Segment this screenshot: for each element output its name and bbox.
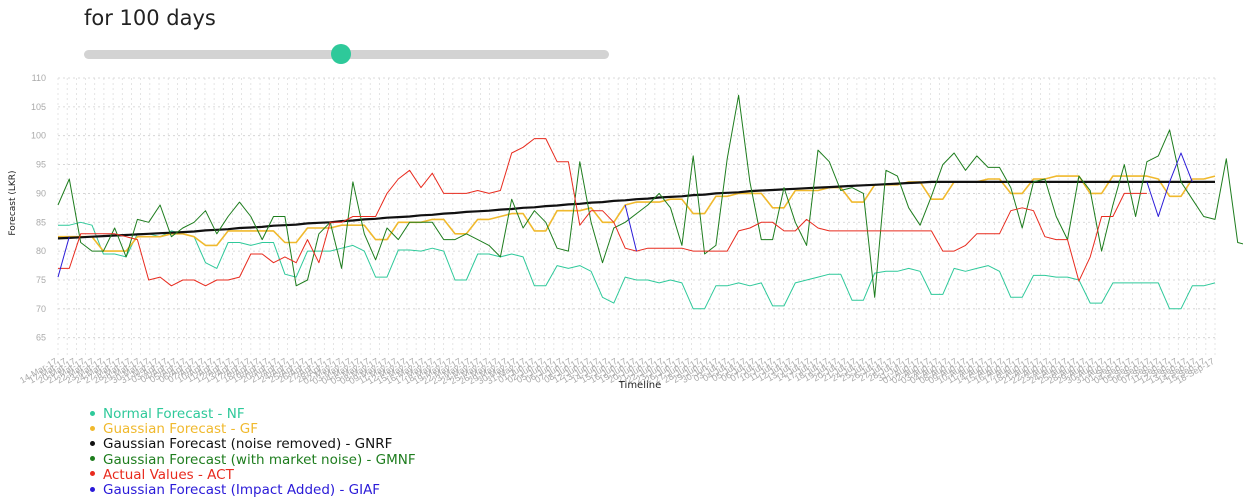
- legend-item[interactable]: Gaussian Forecast (noise removed) - GNRF: [90, 437, 416, 452]
- legend-item[interactable]: Normal Forecast - NF: [90, 406, 416, 422]
- legend-dot-icon: [90, 456, 95, 462]
- x-axis: 14-Mar-1717-Mar-1720-Mar-1721-Mar-1722-M…: [18, 356, 1216, 386]
- series-line-1: [58, 221, 1216, 310]
- y-tick-label: 90: [36, 188, 46, 198]
- y-tick-label: 65: [36, 333, 46, 343]
- series-line-6: [1146, 152, 1193, 217]
- y-axis: 65 70 75 80 85 90 95 100 105 110: [31, 73, 46, 343]
- y-tick-label: 105: [31, 102, 46, 112]
- chart-series: [57, 94, 1243, 310]
- legend-label: Gaussian Forecast (Impact Added) - GIAF: [103, 482, 381, 498]
- chart-grid: [57, 77, 1216, 355]
- series-line-4: [57, 94, 1243, 298]
- y-tick-label: 100: [31, 131, 46, 141]
- legend-label: Gaussian Forecast (noise removed) - GNRF: [103, 436, 393, 453]
- legend-dot-icon: [90, 440, 95, 446]
- legend-label: Normal Forecast - NF: [103, 406, 245, 422]
- y-tick-label: 70: [36, 304, 46, 314]
- x-axis-label: Timeline: [618, 380, 662, 391]
- series-line-3: [57, 180, 1215, 240]
- legend-dot-icon: [90, 425, 95, 431]
- series-line-5: [58, 138, 1147, 287]
- page-title: for 100 days: [84, 6, 216, 30]
- days-slider[interactable]: [84, 44, 609, 66]
- series-line-6: [624, 204, 637, 252]
- series-line-2: [58, 175, 1216, 252]
- legend-item[interactable]: Guassian Forecast - GF: [90, 422, 416, 437]
- legend-dot-icon: [90, 471, 95, 477]
- y-axis-label: Forecast (LKR): [8, 170, 18, 235]
- legend-label: Guassian Forecast - GF: [103, 421, 259, 438]
- y-tick-label: 110: [32, 73, 46, 83]
- legend-dot-icon: [90, 410, 95, 416]
- legend-item[interactable]: Actual Values - ACT: [90, 466, 416, 483]
- legend-dot-icon: [90, 486, 95, 492]
- series-line-6: [57, 236, 70, 278]
- y-tick-label: 80: [36, 246, 46, 256]
- y-tick-label: 95: [36, 160, 46, 170]
- slider-thumb[interactable]: [331, 44, 352, 64]
- legend-label: Gaussian Forecast (with market noise) - …: [103, 451, 416, 468]
- y-tick-label: 85: [36, 217, 46, 227]
- legend-item[interactable]: Gaussian Forecast (with market noise) - …: [90, 451, 416, 468]
- y-tick-label: 75: [36, 275, 46, 285]
- forecast-line-chart: 65 70 75 80 85 90 95 100 105 110 14-Mar-1717-Mar-…: [8, 73, 1243, 391]
- chart-legend: Normal Forecast - NF Guassian Forecast - …: [90, 406, 416, 498]
- legend-label: Actual Values - ACT: [103, 466, 234, 483]
- legend-item[interactable]: Gaussian Forecast (Impact Added) - GIAF: [90, 482, 416, 498]
